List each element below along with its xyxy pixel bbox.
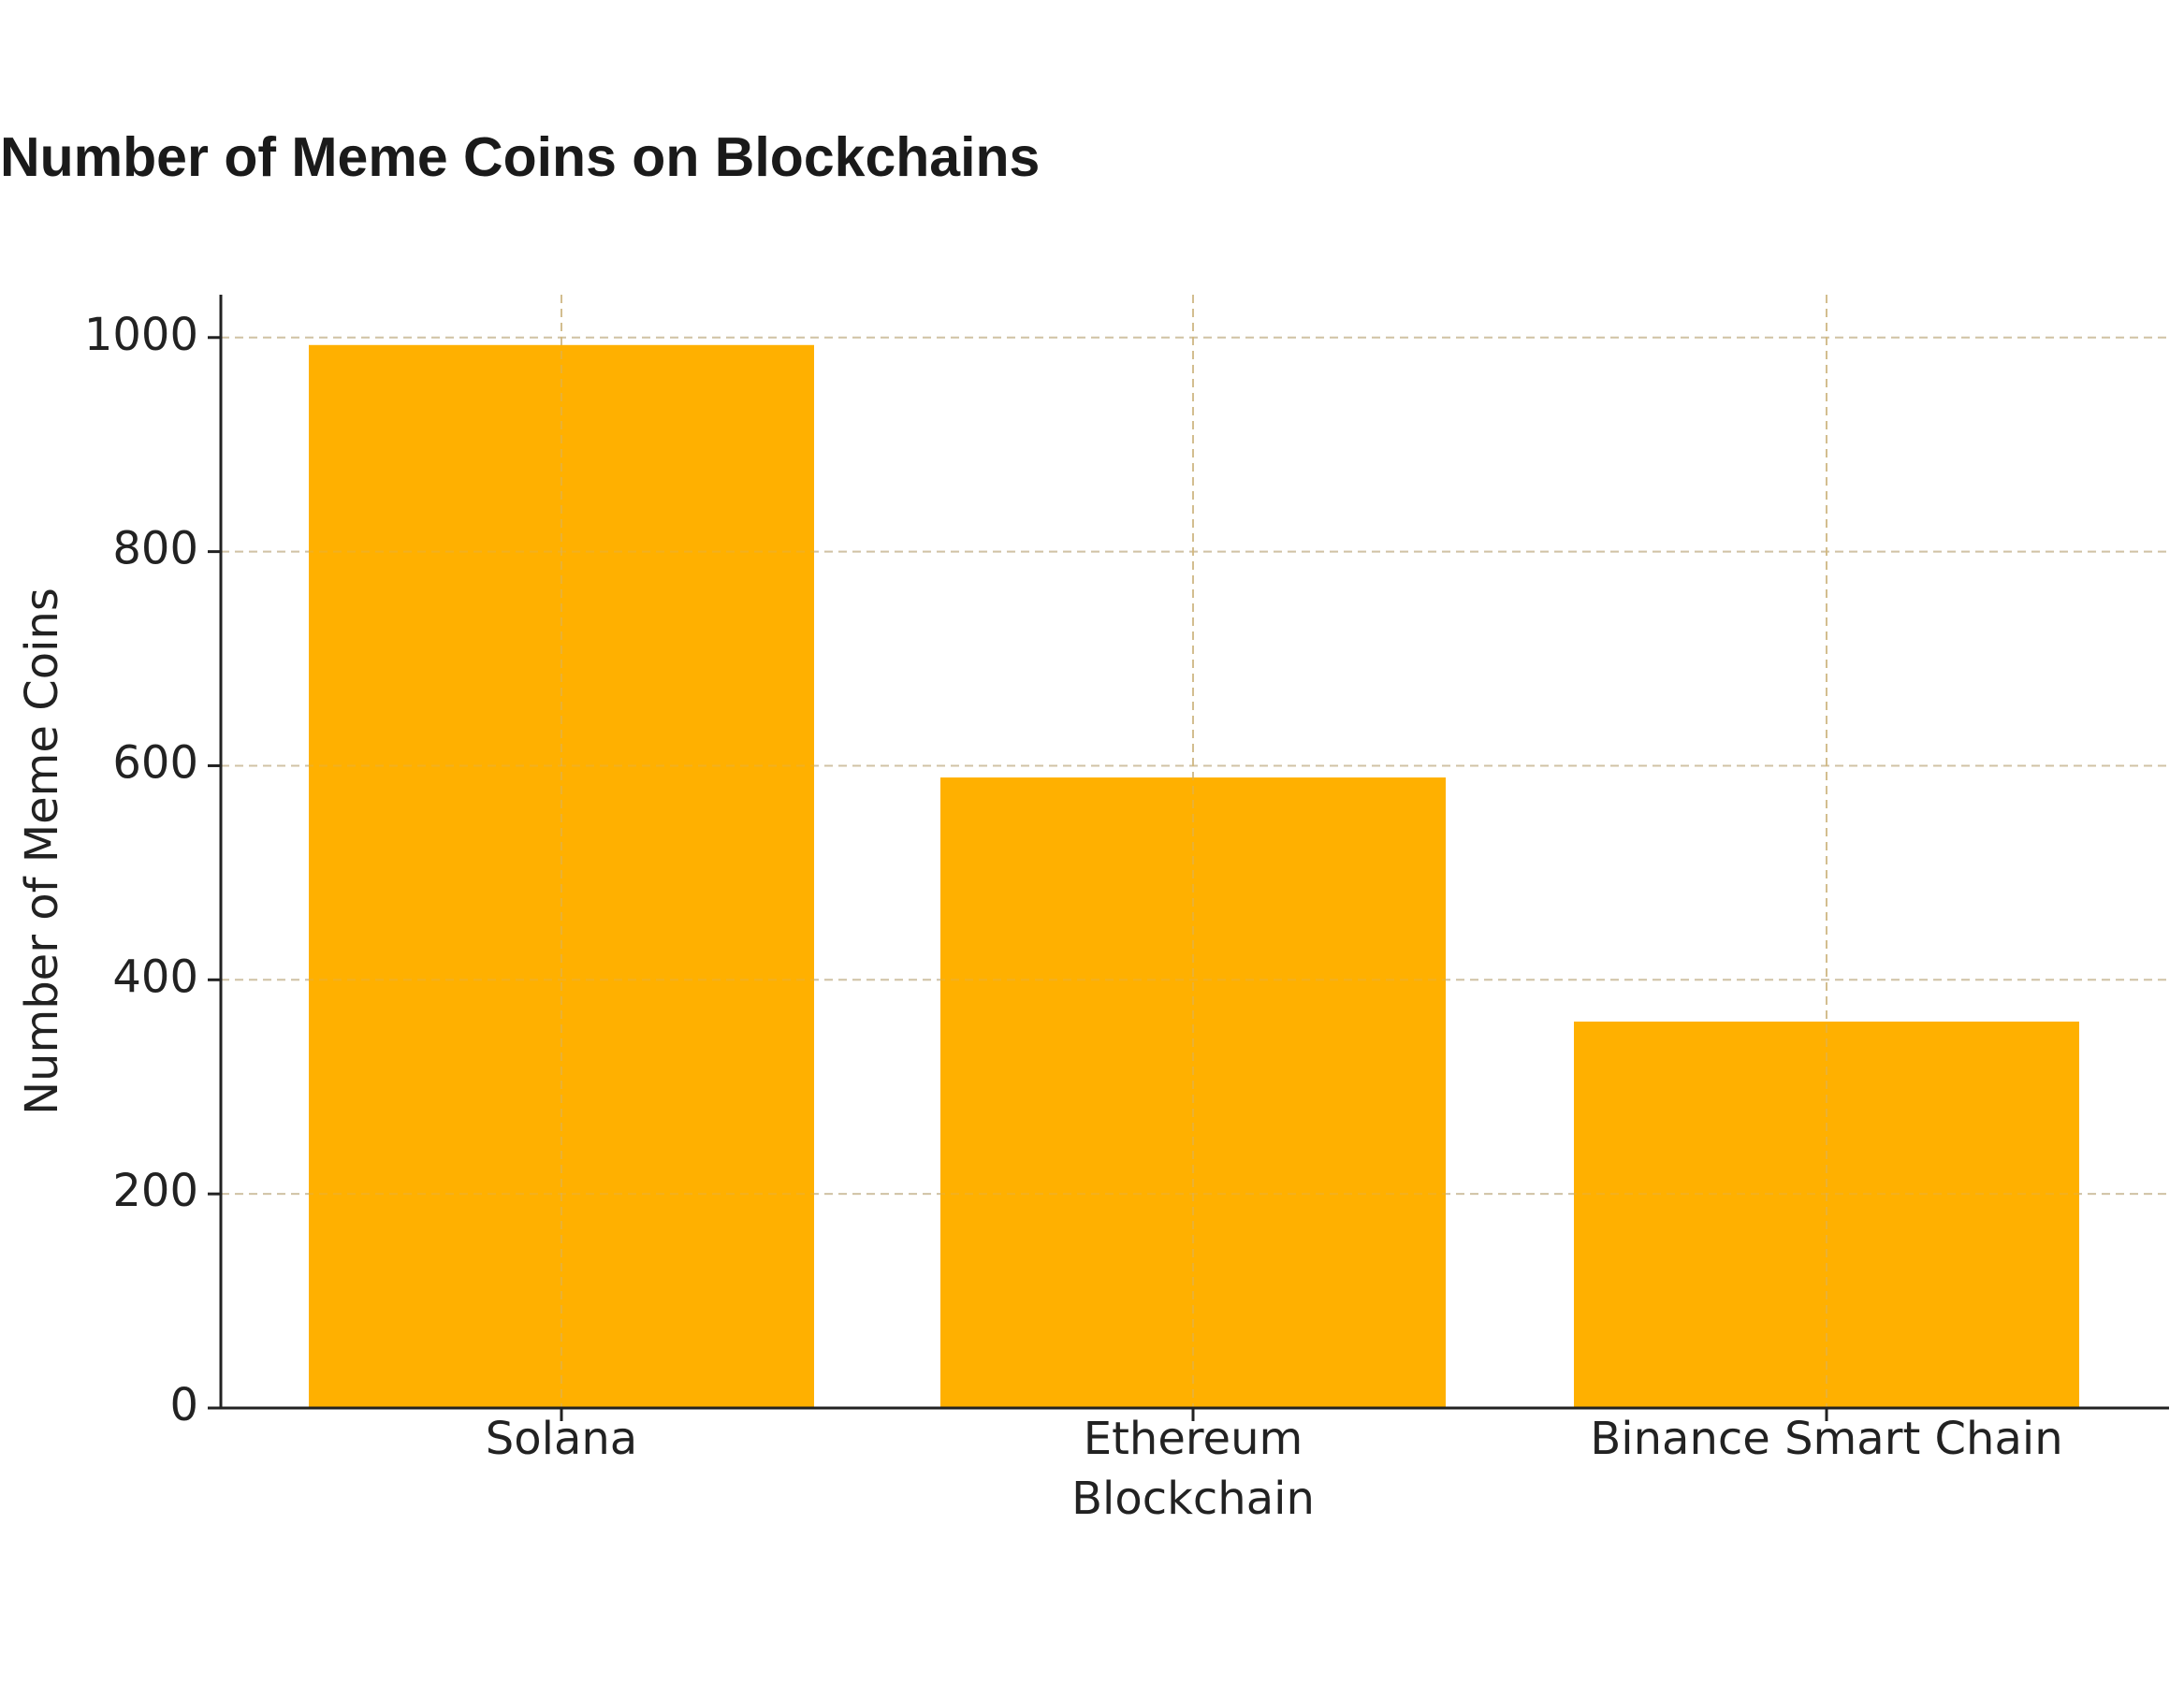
y-axis-label: Number of Meme Coins: [16, 588, 68, 1115]
bar-ethereum: [940, 777, 1446, 1408]
x-tick-label-solana: Solana: [486, 1413, 637, 1465]
y-tick-label-200: 200: [112, 1165, 198, 1217]
x-tick-label-ethereum: Ethereum: [1084, 1413, 1303, 1465]
y-tick-label-600: 600: [112, 736, 198, 789]
y-tick-label-400: 400: [112, 951, 198, 1003]
x-axis-label: Blockchain: [1071, 1473, 1315, 1525]
bars-layer: [221, 295, 2169, 1409]
chart-title: Number of Meme Coins on Blockchains: [0, 126, 1041, 188]
y-tick-label-1000: 1000: [84, 309, 198, 361]
ticks-layer: 0 200 400 600 800 1000 Solana Ethereum Binance S…: [84, 309, 2063, 1465]
axes-layer: [219, 295, 2169, 1410]
y-tick-label-800: 800: [112, 523, 198, 575]
x-tick-label-binance-smart-chain: Binance Smart Chain: [1590, 1413, 2062, 1465]
y-tick-label-0: 0: [169, 1379, 198, 1431]
